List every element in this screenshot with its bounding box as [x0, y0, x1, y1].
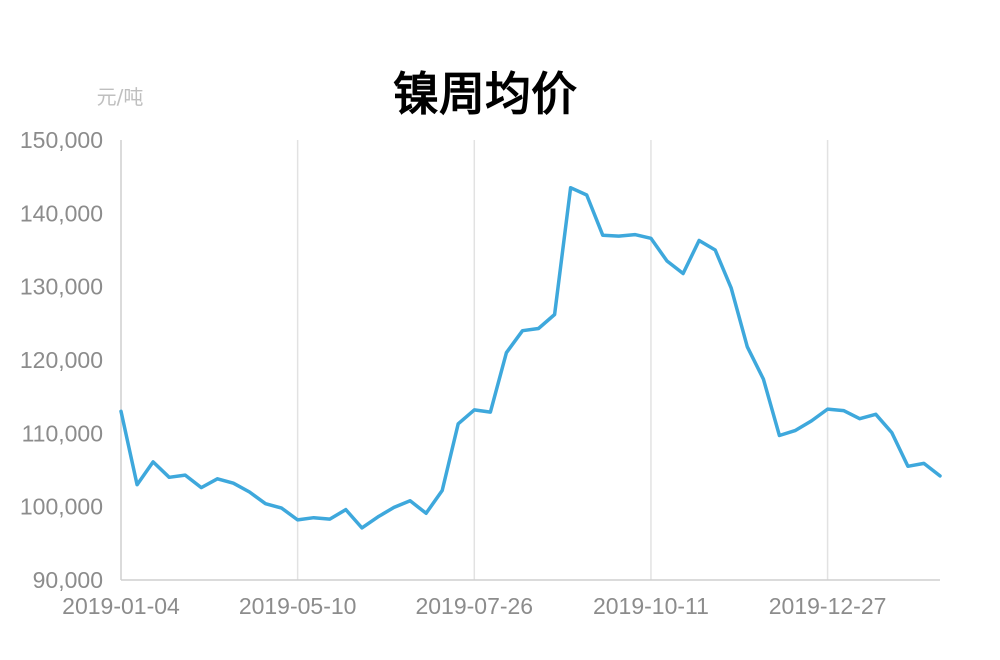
data-point [730, 287, 733, 290]
data-point [762, 378, 765, 381]
y-tick-label: 150,000 [20, 127, 103, 153]
x-tick-label: 2019-07-26 [415, 593, 533, 619]
gridlines [296, 140, 829, 580]
data-point [842, 409, 845, 412]
data-point [890, 431, 893, 434]
data-point [168, 476, 171, 479]
series [119, 185, 942, 530]
x-tick-label: 2019-01-04 [62, 593, 180, 619]
data-point [521, 329, 524, 332]
data-point [569, 186, 572, 189]
data-point [489, 411, 492, 414]
data-point [666, 260, 669, 263]
data-point [682, 272, 685, 275]
data-point [328, 518, 331, 521]
data-point [376, 515, 379, 518]
axes [120, 140, 940, 581]
data-point [858, 417, 861, 420]
x-tick-label: 2019-10-11 [593, 593, 709, 619]
data-point [344, 508, 347, 511]
y-axis-unit: 元/吨 [97, 85, 144, 109]
data-point [296, 518, 299, 521]
data-point [537, 327, 540, 330]
data-point [810, 419, 813, 422]
chart-title: 镍周均价 [393, 67, 577, 121]
data-point [457, 422, 460, 425]
y-tick-labels: 90,000 100,000 110,000 120,000 130,000 140,00… [20, 127, 103, 593]
x-tick-label: 2019-05-10 [239, 593, 357, 619]
x-tick-label: 2019-12-27 [769, 593, 887, 619]
data-point [714, 249, 717, 252]
data-point [553, 313, 556, 316]
data-point [473, 408, 476, 411]
data-point [617, 235, 620, 238]
data-point [280, 507, 283, 510]
data-point [939, 474, 942, 477]
series-line [119, 185, 942, 530]
data-point [505, 351, 508, 354]
data-point [393, 506, 396, 509]
data-point [698, 239, 701, 242]
y-tick-label: 130,000 [20, 274, 103, 300]
data-point [264, 502, 267, 505]
data-point [248, 491, 251, 494]
data-point [312, 516, 315, 519]
data-point [360, 526, 363, 529]
y-tick-label: 110,000 [22, 420, 103, 446]
data-point [601, 234, 604, 237]
data-point [649, 237, 652, 240]
data-point [633, 233, 636, 236]
data-point [906, 465, 909, 468]
data-point [874, 413, 877, 416]
data-point [409, 499, 412, 502]
data-point [826, 408, 829, 411]
y-tick-label: 90,000 [33, 567, 103, 593]
data-point [232, 482, 235, 485]
y-tick-label: 120,000 [20, 347, 103, 373]
data-point [585, 194, 588, 197]
data-point [184, 474, 187, 477]
data-point [136, 483, 139, 486]
data-point [778, 434, 781, 437]
x-tick-labels: 2019-01-04 2019-05-10 2019-07-26 2019-10-11… [62, 593, 886, 619]
y-tick-label: 140,000 [20, 200, 103, 226]
data-point [120, 410, 123, 413]
data-point [922, 462, 925, 465]
y-tick-label: 100,000 [20, 494, 103, 520]
data-point [425, 512, 428, 515]
data-point [200, 486, 203, 489]
data-point [216, 477, 219, 480]
data-point [441, 489, 444, 492]
data-point [152, 460, 155, 463]
data-point [794, 429, 797, 432]
data-point [746, 345, 749, 348]
